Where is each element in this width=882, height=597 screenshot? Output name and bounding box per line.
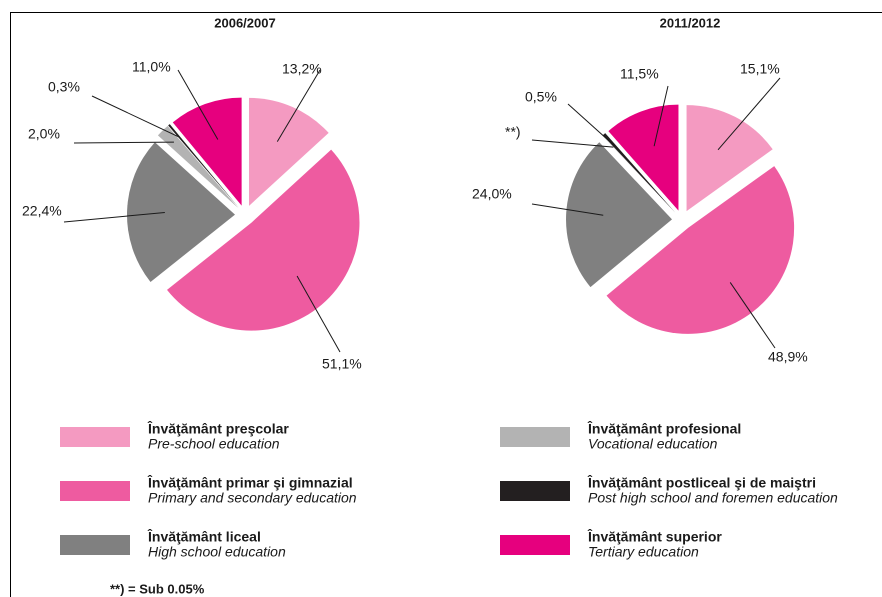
pie-slice [566,142,673,288]
legend-name: Învăţământ primar şi gimnazial [147,474,353,491]
legend-swatch [500,481,570,501]
pie-slice [686,105,773,212]
leader-line [91,95,180,138]
data-label: 0,5% [525,89,557,105]
footnote: **) = Sub 0.05% [110,581,205,596]
leader-line [729,282,776,349]
pie-slice [606,166,795,334]
legend-swatch [60,427,130,447]
chart-title: 2011/2012 [660,15,721,30]
leader-line [567,103,615,147]
leader-line [531,203,604,216]
legend-translation: Primary and secondary education [148,490,357,506]
data-label: **) [505,124,521,140]
pie-slice [602,133,676,213]
data-label: 0,3% [48,79,80,95]
legend-translation: High school education [148,544,286,560]
pie-slice [602,135,676,213]
legend-swatch [60,481,130,501]
leader-line [177,69,219,140]
data-label: 15,1% [740,61,780,77]
legend-swatch [500,427,570,447]
pie-slice [172,97,242,206]
legend-swatch [500,535,570,555]
data-label: 22,4% [22,203,62,219]
leader-line [296,275,341,353]
legend-translation: Tertiary education [588,544,699,560]
pie-slice [168,124,239,208]
pie-slice [249,97,329,206]
legend-name: Învăţământ liceal [147,528,261,545]
legend-translation: Pre-school education [148,436,280,452]
legend-name: Învăţământ superior [587,528,722,545]
data-label: 51,1% [322,356,362,372]
pie-slice [157,125,239,208]
data-label: 13,2% [282,61,322,77]
data-label: 24,0% [472,186,512,202]
legend-translation: Post high school and foremen education [588,490,838,506]
leader-line [717,77,781,151]
pie-slice [127,142,236,282]
data-label: 11,5% [620,66,659,82]
pie-slice [166,149,360,331]
data-label: 2,0% [28,126,60,142]
data-label: 11,0% [132,59,171,75]
leader-line [276,69,321,142]
legend-name: Învăţământ postliceal şi de maiştri [587,474,816,491]
leader-line [73,141,174,144]
legend-name: Învăţământ preşcolar [147,420,289,437]
leader-line [63,211,165,223]
chart-title: 2006/2007 [214,15,275,30]
data-label: 48,9% [768,349,808,365]
legend-name: Învăţământ profesional [587,420,741,437]
legend-translation: Vocational education [588,436,718,452]
pie-slice [608,104,679,211]
leader-line [653,85,669,147]
leader-line [531,139,614,148]
legend-swatch [60,535,130,555]
